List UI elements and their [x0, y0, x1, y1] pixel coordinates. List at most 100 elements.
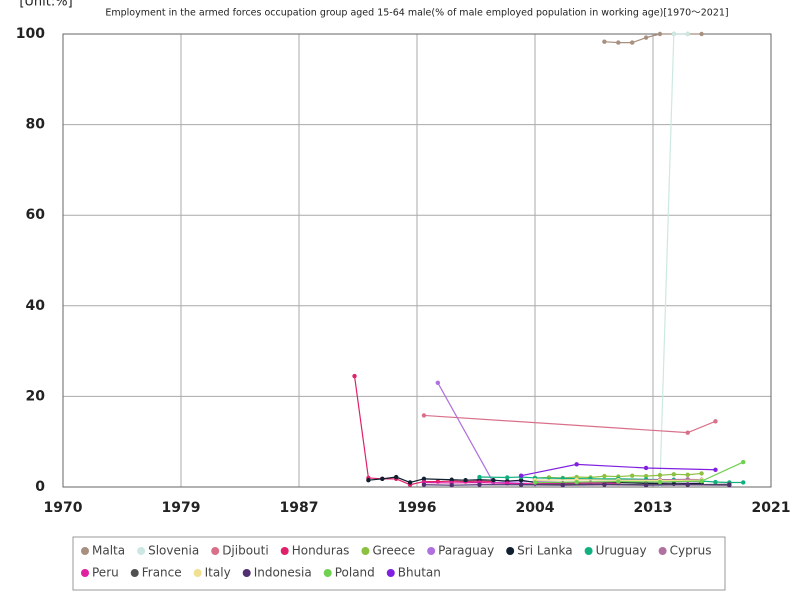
data-point — [643, 35, 649, 40]
series-line — [368, 476, 702, 485]
y-tick-label: 60 — [26, 207, 46, 223]
legend-marker — [193, 569, 202, 577]
unit-label: [Unit:%] — [19, 0, 72, 10]
data-point — [380, 476, 385, 482]
data-point — [629, 473, 635, 478]
legend-label: Djibouti — [222, 544, 269, 558]
data-point — [477, 482, 482, 487]
legend-marker — [280, 547, 289, 555]
data-point — [671, 31, 677, 37]
x-tick-label: 1979 — [162, 500, 201, 516]
data-point — [449, 482, 454, 488]
legend-marker — [211, 547, 220, 555]
legend-marker — [130, 569, 139, 577]
legend-label: Cyprus — [670, 544, 712, 558]
data-point — [713, 479, 718, 485]
legend-marker — [658, 547, 667, 555]
data-point — [505, 475, 510, 480]
data-point — [574, 479, 579, 485]
data-point — [602, 482, 607, 487]
legend-label: Peru — [92, 566, 119, 580]
legend-marker — [323, 569, 332, 577]
data-point — [602, 39, 607, 44]
legend-label: Honduras — [292, 544, 350, 558]
legend-marker — [137, 547, 146, 555]
data-point — [421, 413, 427, 418]
legend-label: Paraguay — [438, 544, 494, 558]
y-tick-label: 0 — [35, 479, 45, 495]
legend-marker — [81, 569, 89, 577]
data-point — [685, 472, 690, 477]
legend-label: Sri Lanka — [517, 544, 572, 558]
data-point — [546, 475, 552, 480]
legend-marker — [584, 547, 593, 555]
data-point — [393, 474, 399, 480]
legend-marker — [386, 569, 395, 577]
x-tick-label: 1996 — [398, 500, 437, 516]
legend-marker — [506, 547, 515, 555]
data-point — [629, 40, 635, 45]
legend-marker — [427, 547, 436, 555]
data-point — [449, 477, 454, 482]
legend-label: Greece — [372, 544, 415, 558]
y-tick-label: 40 — [26, 298, 46, 314]
legend-marker — [361, 547, 370, 555]
data-point — [491, 478, 496, 483]
data-point — [421, 482, 427, 487]
data-point — [685, 482, 690, 487]
data-point — [657, 31, 663, 37]
data-point — [727, 482, 732, 488]
x-tick-label: 2013 — [634, 500, 673, 516]
legend-label: Poland — [335, 566, 375, 580]
plot-border — [62, 33, 772, 488]
data-point — [602, 473, 607, 479]
data-point — [685, 31, 690, 37]
data-point — [616, 40, 621, 45]
data-point — [560, 482, 565, 488]
data-point — [699, 478, 704, 484]
data-point — [699, 31, 704, 37]
legend-label: France — [142, 566, 182, 580]
legend-box — [72, 536, 726, 591]
legend-label: Malta — [92, 544, 125, 558]
legend-label: Italy — [205, 566, 231, 580]
y-tick-label: 80 — [26, 117, 46, 133]
legend-label: Bhutan — [398, 566, 441, 580]
legend-label: Slovenia — [148, 544, 199, 558]
x-tick-label: 2004 — [516, 500, 555, 516]
data-point — [532, 480, 538, 485]
data-point — [671, 472, 677, 477]
y-tick-label: 100 — [16, 26, 45, 42]
data-point — [518, 473, 524, 478]
data-point — [713, 467, 718, 472]
data-point — [643, 473, 649, 479]
series-line — [520, 463, 716, 477]
data-point — [518, 482, 524, 487]
data-point — [463, 478, 468, 483]
x-tick-label: 1970 — [44, 500, 83, 516]
data-point — [699, 471, 704, 476]
data-point — [741, 459, 746, 465]
data-point — [643, 465, 649, 471]
data-point — [713, 419, 718, 424]
legend-label: Uruguay — [596, 544, 647, 558]
data-point — [643, 482, 649, 488]
data-point — [435, 380, 441, 386]
data-point — [657, 473, 663, 478]
data-point — [518, 478, 524, 483]
legend-label: Indonesia — [254, 566, 312, 580]
x-tick-label: 2021 — [752, 500, 791, 516]
chart-title: Employment in the armed forces occupatio… — [105, 8, 728, 19]
data-point — [366, 478, 371, 483]
data-point — [574, 462, 579, 467]
data-point — [741, 480, 746, 485]
legend-marker — [242, 569, 251, 577]
data-point — [616, 479, 621, 484]
legend-marker — [81, 547, 89, 555]
data-point — [657, 479, 663, 485]
series-line — [534, 461, 744, 484]
data-point — [352, 373, 357, 379]
x-tick-label: 1987 — [280, 500, 319, 516]
